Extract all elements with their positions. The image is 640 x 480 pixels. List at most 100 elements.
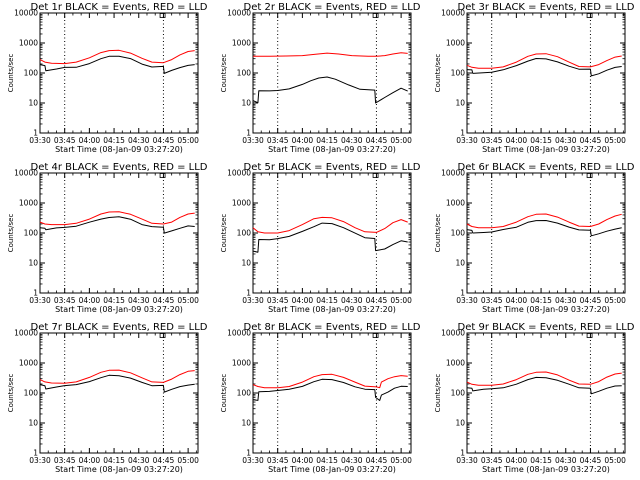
y-tick-label: 10 bbox=[28, 259, 38, 268]
y-tick-label: 1000 bbox=[19, 39, 38, 48]
x-tick-label: 04:30 bbox=[128, 456, 150, 465]
y-tick-label: 1 bbox=[460, 449, 465, 458]
x-tick-label: 05:00 bbox=[177, 456, 199, 465]
y-tick-label: 100 bbox=[24, 389, 39, 398]
x-tick-label: 03:30 bbox=[242, 456, 264, 465]
y-tick-label: 10000 bbox=[441, 9, 465, 18]
x-tick-label: 05:00 bbox=[604, 296, 626, 305]
y-tick-label: 10000 bbox=[227, 329, 251, 338]
y-axis-label: Counts/sec bbox=[434, 214, 442, 253]
y-axis-label: Counts/sec bbox=[7, 374, 15, 413]
y-tick-label: 100 bbox=[451, 69, 466, 78]
x-tick-label: 04:45 bbox=[366, 456, 388, 465]
x-tick-label: 04:00 bbox=[292, 136, 314, 145]
x-tick-label: 04:45 bbox=[153, 136, 175, 145]
chart-panel-2: Det 2r BLACK = Events, RED = LLD 1 10 100 10… bbox=[220, 2, 421, 154]
x-tick-label: 04:00 bbox=[292, 456, 314, 465]
y-axis-label: Counts/sec bbox=[7, 54, 15, 93]
chart-title: Det 7r BLACK = Events, RED = LLD bbox=[31, 322, 208, 333]
series-lld-line bbox=[39, 49, 195, 65]
series-lld-line bbox=[252, 216, 408, 234]
x-tick-label: 04:00 bbox=[506, 136, 528, 145]
chart-panel-1: Det 1r BLACK = Events, RED = LLD 1 10 100 10… bbox=[7, 2, 208, 154]
y-tick-label: 1 bbox=[246, 129, 251, 138]
chart-title: Det 3r BLACK = Events, RED = LLD bbox=[458, 2, 635, 13]
x-tick-label: 04:30 bbox=[555, 456, 577, 465]
y-tick-label: 100 bbox=[237, 229, 252, 238]
y-tick-label: 1 bbox=[460, 129, 465, 138]
series-events-line bbox=[466, 58, 622, 77]
x-tick-label: 04:45 bbox=[366, 296, 388, 305]
y-tick-label: 10 bbox=[241, 99, 251, 108]
chart-title: Det 8r BLACK = Events, RED = LLD bbox=[244, 322, 421, 333]
x-tick-label: 03:45 bbox=[54, 136, 76, 145]
x-tick-label: 04:15 bbox=[530, 136, 552, 145]
x-axis-label: Start Time (08-Jan-09 03:27:20) bbox=[482, 305, 610, 314]
x-tick-label: 03:45 bbox=[481, 136, 503, 145]
chart-title: Det 1r BLACK = Events, RED = LLD bbox=[31, 2, 208, 13]
x-tick-label: 04:00 bbox=[79, 136, 101, 145]
frame-marker bbox=[372, 333, 379, 338]
chart-title: Det 6r BLACK = Events, RED = LLD bbox=[458, 162, 635, 173]
chart-title: Det 9r BLACK = Events, RED = LLD bbox=[458, 322, 635, 333]
x-tick-label: 04:30 bbox=[555, 136, 577, 145]
y-tick-label: 10000 bbox=[441, 169, 465, 178]
x-tick-label: 03:30 bbox=[242, 296, 264, 305]
y-tick-label: 10000 bbox=[227, 169, 251, 178]
y-tick-label: 1 bbox=[246, 289, 251, 298]
plot-frame bbox=[252, 332, 412, 454]
x-tick-label: 03:30 bbox=[456, 456, 478, 465]
x-tick-label: 05:00 bbox=[390, 456, 412, 465]
x-tick-label: 04:15 bbox=[316, 296, 338, 305]
x-axis-label: Start Time (08-Jan-09 03:27:20) bbox=[268, 305, 396, 314]
x-axis-label: Start Time (08-Jan-09 03:27:20) bbox=[268, 145, 396, 154]
y-tick-label: 100 bbox=[237, 69, 252, 78]
x-tick-label: 05:00 bbox=[604, 136, 626, 145]
frame-marker bbox=[372, 173, 379, 178]
plot-frame bbox=[39, 172, 199, 294]
x-tick-label: 03:45 bbox=[54, 296, 76, 305]
x-tick-label: 04:45 bbox=[153, 296, 175, 305]
x-tick-label: 03:30 bbox=[242, 136, 264, 145]
y-tick-label: 1000 bbox=[232, 199, 251, 208]
y-axis-label: Counts/sec bbox=[220, 214, 228, 253]
plot-frame bbox=[39, 332, 199, 454]
y-axis-label: Counts/sec bbox=[220, 54, 228, 93]
series-lld-line bbox=[466, 371, 622, 386]
y-tick-label: 100 bbox=[451, 229, 466, 238]
y-tick-label: 1000 bbox=[232, 359, 251, 368]
x-tick-label: 05:00 bbox=[177, 136, 199, 145]
y-tick-label: 10 bbox=[455, 99, 465, 108]
y-tick-label: 10000 bbox=[14, 9, 38, 18]
series-events-line bbox=[252, 76, 408, 104]
y-tick-label: 1000 bbox=[446, 199, 465, 208]
x-axis-label: Start Time (08-Jan-09 03:27:20) bbox=[268, 465, 396, 474]
x-tick-label: 04:15 bbox=[530, 456, 552, 465]
y-axis-label: Counts/sec bbox=[434, 54, 442, 93]
x-tick-label: 04:00 bbox=[292, 296, 314, 305]
x-tick-label: 03:45 bbox=[267, 296, 289, 305]
x-tick-label: 03:30 bbox=[29, 456, 51, 465]
y-tick-label: 1 bbox=[33, 449, 38, 458]
frame-marker bbox=[586, 333, 593, 338]
x-tick-label: 04:15 bbox=[316, 136, 338, 145]
x-tick-label: 03:30 bbox=[456, 296, 478, 305]
x-tick-label: 04:15 bbox=[530, 296, 552, 305]
x-tick-label: 03:45 bbox=[267, 136, 289, 145]
series-lld-line bbox=[39, 369, 195, 384]
y-tick-label: 10 bbox=[241, 419, 251, 428]
frame-marker bbox=[372, 13, 379, 18]
chart-panel-8: Det 8r BLACK = Events, RED = LLD 1 10 100 10… bbox=[220, 322, 421, 474]
series-events-line bbox=[466, 220, 622, 237]
series-lld-line bbox=[39, 211, 195, 226]
x-tick-label: 04:15 bbox=[103, 296, 125, 305]
x-tick-label: 05:00 bbox=[177, 296, 199, 305]
y-tick-label: 10 bbox=[241, 259, 251, 268]
y-tick-label: 1 bbox=[33, 129, 38, 138]
x-axis-label: Start Time (08-Jan-09 03:27:20) bbox=[482, 145, 610, 154]
y-tick-label: 10000 bbox=[14, 169, 38, 178]
x-tick-label: 04:30 bbox=[128, 296, 150, 305]
frame-marker bbox=[586, 13, 593, 18]
y-tick-label: 10 bbox=[455, 259, 465, 268]
y-tick-label: 1000 bbox=[232, 39, 251, 48]
